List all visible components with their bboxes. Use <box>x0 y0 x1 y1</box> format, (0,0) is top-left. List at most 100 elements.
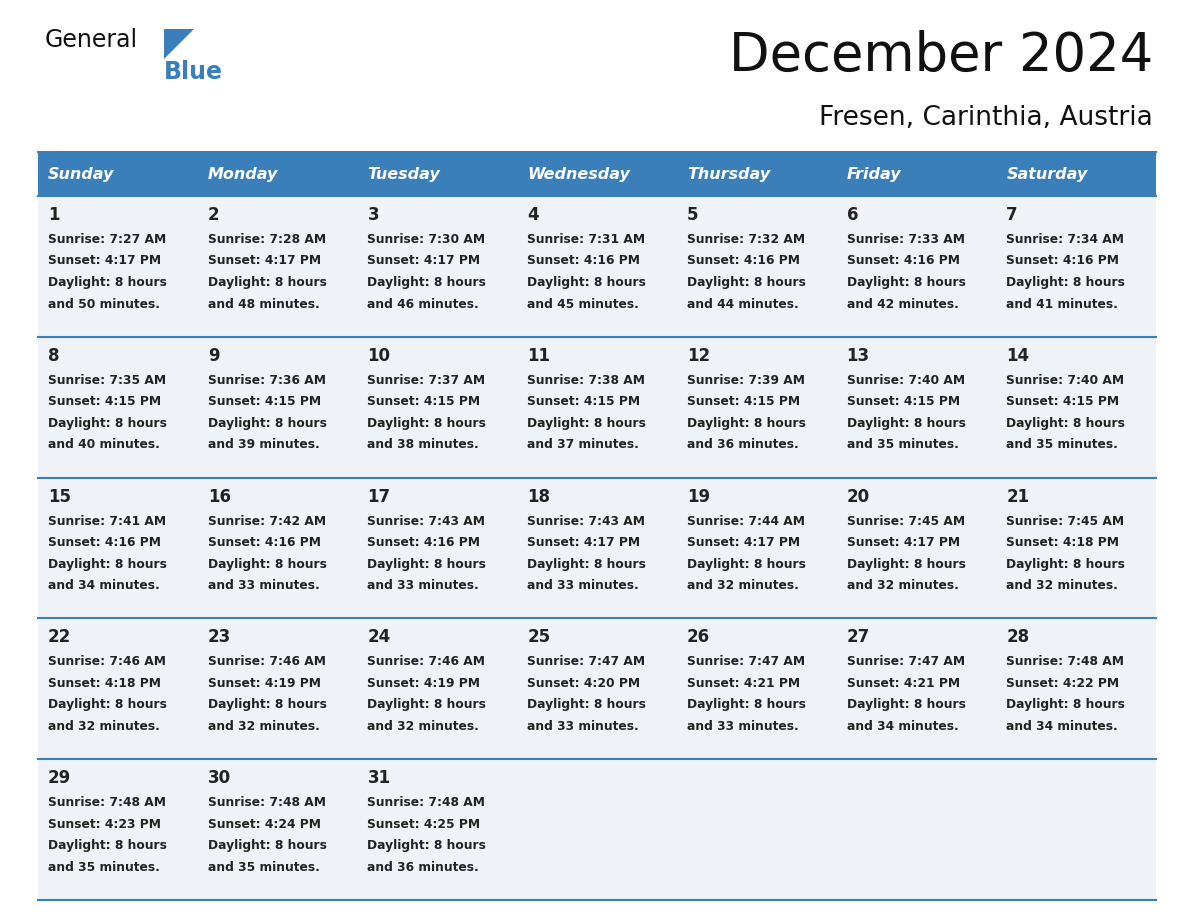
Text: Monday: Monday <box>208 166 278 182</box>
Text: 4: 4 <box>527 206 539 224</box>
Text: and 32 minutes.: and 32 minutes. <box>48 720 160 733</box>
Text: 1: 1 <box>48 206 59 224</box>
Text: Sunset: 4:16 PM: Sunset: 4:16 PM <box>48 536 162 549</box>
Text: 27: 27 <box>847 629 870 646</box>
Text: 12: 12 <box>687 347 710 364</box>
Text: Daylight: 8 hours: Daylight: 8 hours <box>847 699 966 711</box>
Text: Sunset: 4:24 PM: Sunset: 4:24 PM <box>208 818 321 831</box>
Text: 28: 28 <box>1006 629 1030 646</box>
Text: December 2024: December 2024 <box>728 30 1154 82</box>
Text: 11: 11 <box>527 347 550 364</box>
Bar <box>38 759 1156 900</box>
Text: 7: 7 <box>1006 206 1018 224</box>
Text: and 37 minutes.: and 37 minutes. <box>527 438 639 452</box>
Text: and 32 minutes.: and 32 minutes. <box>687 579 798 592</box>
Text: Sunrise: 7:44 AM: Sunrise: 7:44 AM <box>687 515 804 528</box>
Text: Sunrise: 7:40 AM: Sunrise: 7:40 AM <box>1006 374 1124 386</box>
Text: Sunset: 4:16 PM: Sunset: 4:16 PM <box>1006 254 1119 267</box>
Text: Sunset: 4:18 PM: Sunset: 4:18 PM <box>48 677 162 690</box>
Text: Sunrise: 7:37 AM: Sunrise: 7:37 AM <box>367 374 486 386</box>
Text: and 34 minutes.: and 34 minutes. <box>1006 720 1118 733</box>
Text: and 32 minutes.: and 32 minutes. <box>367 720 479 733</box>
Text: 10: 10 <box>367 347 391 364</box>
Text: Daylight: 8 hours: Daylight: 8 hours <box>367 417 486 430</box>
Text: and 36 minutes.: and 36 minutes. <box>367 861 479 874</box>
Text: Sunrise: 7:30 AM: Sunrise: 7:30 AM <box>367 233 486 246</box>
Bar <box>38 337 1156 477</box>
Text: Daylight: 8 hours: Daylight: 8 hours <box>208 839 327 852</box>
Text: and 44 minutes.: and 44 minutes. <box>687 297 798 310</box>
Bar <box>38 152 1156 196</box>
Text: 30: 30 <box>208 769 230 788</box>
Text: Daylight: 8 hours: Daylight: 8 hours <box>687 276 805 289</box>
Text: Sunrise: 7:45 AM: Sunrise: 7:45 AM <box>847 515 965 528</box>
Text: Sunrise: 7:42 AM: Sunrise: 7:42 AM <box>208 515 326 528</box>
Text: Daylight: 8 hours: Daylight: 8 hours <box>208 417 327 430</box>
Text: 23: 23 <box>208 629 230 646</box>
Text: Daylight: 8 hours: Daylight: 8 hours <box>208 557 327 571</box>
Text: and 32 minutes.: and 32 minutes. <box>847 579 959 592</box>
Text: Sunset: 4:16 PM: Sunset: 4:16 PM <box>687 254 800 267</box>
Text: Sunrise: 7:47 AM: Sunrise: 7:47 AM <box>687 655 805 668</box>
Text: and 35 minutes.: and 35 minutes. <box>208 861 320 874</box>
Text: Sunset: 4:20 PM: Sunset: 4:20 PM <box>527 677 640 690</box>
Text: and 32 minutes.: and 32 minutes. <box>1006 579 1118 592</box>
Text: 19: 19 <box>687 487 710 506</box>
Text: Daylight: 8 hours: Daylight: 8 hours <box>208 699 327 711</box>
Text: and 36 minutes.: and 36 minutes. <box>687 438 798 452</box>
Text: Sunset: 4:15 PM: Sunset: 4:15 PM <box>527 396 640 409</box>
Text: Daylight: 8 hours: Daylight: 8 hours <box>48 417 166 430</box>
Polygon shape <box>164 29 194 59</box>
Text: Sunrise: 7:36 AM: Sunrise: 7:36 AM <box>208 374 326 386</box>
Text: and 35 minutes.: and 35 minutes. <box>1006 438 1118 452</box>
Text: Sunset: 4:15 PM: Sunset: 4:15 PM <box>208 396 321 409</box>
Text: Sunrise: 7:46 AM: Sunrise: 7:46 AM <box>48 655 166 668</box>
Text: Saturday: Saturday <box>1006 166 1087 182</box>
Text: Blue: Blue <box>164 60 223 84</box>
Text: Sunrise: 7:35 AM: Sunrise: 7:35 AM <box>48 374 166 386</box>
Text: 5: 5 <box>687 206 699 224</box>
Text: 14: 14 <box>1006 347 1030 364</box>
Text: Sunrise: 7:48 AM: Sunrise: 7:48 AM <box>208 796 326 809</box>
Text: Sunset: 4:15 PM: Sunset: 4:15 PM <box>1006 396 1119 409</box>
Text: Sunset: 4:16 PM: Sunset: 4:16 PM <box>527 254 640 267</box>
Text: Daylight: 8 hours: Daylight: 8 hours <box>687 417 805 430</box>
Text: 16: 16 <box>208 487 230 506</box>
Text: 18: 18 <box>527 487 550 506</box>
Text: Sunrise: 7:48 AM: Sunrise: 7:48 AM <box>48 796 166 809</box>
Text: Sunset: 4:17 PM: Sunset: 4:17 PM <box>367 254 481 267</box>
Text: Daylight: 8 hours: Daylight: 8 hours <box>527 417 646 430</box>
Text: Sunrise: 7:45 AM: Sunrise: 7:45 AM <box>1006 515 1124 528</box>
Text: Sunrise: 7:34 AM: Sunrise: 7:34 AM <box>1006 233 1124 246</box>
Text: 8: 8 <box>48 347 59 364</box>
Text: 22: 22 <box>48 629 71 646</box>
Text: 13: 13 <box>847 347 870 364</box>
Text: Sunset: 4:17 PM: Sunset: 4:17 PM <box>847 536 960 549</box>
Text: 2: 2 <box>208 206 220 224</box>
Text: 25: 25 <box>527 629 550 646</box>
Text: and 45 minutes.: and 45 minutes. <box>527 297 639 310</box>
Text: and 41 minutes.: and 41 minutes. <box>1006 297 1118 310</box>
Text: Daylight: 8 hours: Daylight: 8 hours <box>687 557 805 571</box>
Text: Daylight: 8 hours: Daylight: 8 hours <box>1006 417 1125 430</box>
Text: and 42 minutes.: and 42 minutes. <box>847 297 959 310</box>
Text: Sunset: 4:17 PM: Sunset: 4:17 PM <box>687 536 800 549</box>
Text: Sunrise: 7:43 AM: Sunrise: 7:43 AM <box>527 515 645 528</box>
Text: Daylight: 8 hours: Daylight: 8 hours <box>208 276 327 289</box>
Text: Sunrise: 7:48 AM: Sunrise: 7:48 AM <box>367 796 486 809</box>
Text: and 33 minutes.: and 33 minutes. <box>687 720 798 733</box>
Text: Tuesday: Tuesday <box>367 166 441 182</box>
Text: Sunrise: 7:39 AM: Sunrise: 7:39 AM <box>687 374 804 386</box>
Text: and 39 minutes.: and 39 minutes. <box>208 438 320 452</box>
Text: Sunset: 4:22 PM: Sunset: 4:22 PM <box>1006 677 1119 690</box>
Text: Daylight: 8 hours: Daylight: 8 hours <box>847 557 966 571</box>
Text: and 32 minutes.: and 32 minutes. <box>208 720 320 733</box>
Text: and 50 minutes.: and 50 minutes. <box>48 297 160 310</box>
Text: Sunset: 4:15 PM: Sunset: 4:15 PM <box>367 396 481 409</box>
Text: Thursday: Thursday <box>687 166 770 182</box>
Text: and 40 minutes.: and 40 minutes. <box>48 438 160 452</box>
Text: Sunday: Sunday <box>48 166 114 182</box>
Text: Daylight: 8 hours: Daylight: 8 hours <box>1006 276 1125 289</box>
Text: Sunset: 4:17 PM: Sunset: 4:17 PM <box>527 536 640 549</box>
Text: and 35 minutes.: and 35 minutes. <box>847 438 959 452</box>
